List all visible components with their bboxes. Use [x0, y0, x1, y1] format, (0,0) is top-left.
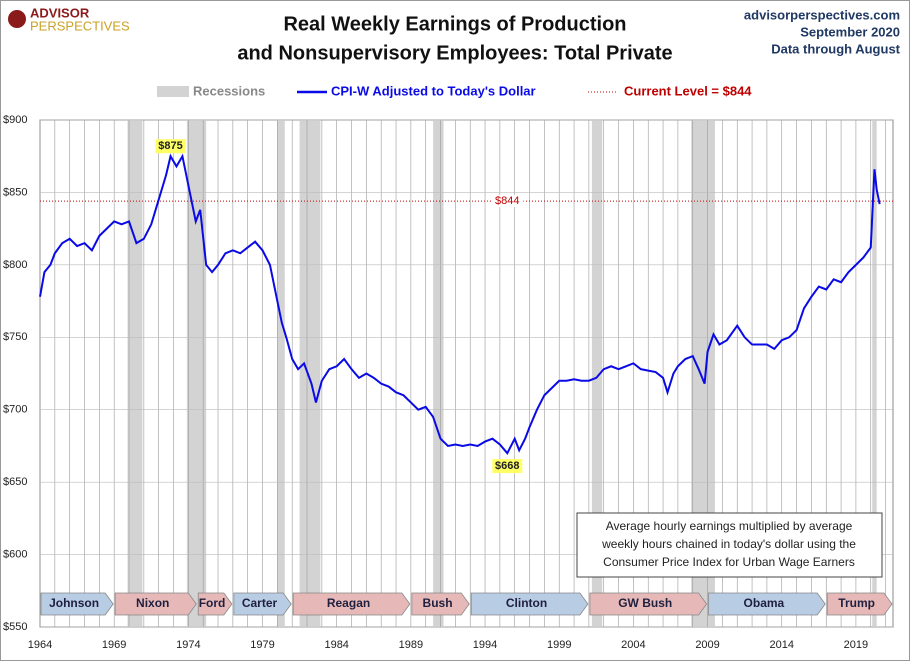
president-bar: [40, 592, 114, 616]
recession-band: [691, 120, 715, 627]
president-label: GW Bush: [618, 596, 672, 610]
site: advisorperspectives.com: [744, 7, 900, 22]
chart-title: and Nonsupervisory Employees: Total Priv…: [237, 42, 672, 64]
x-tick-label: 1969: [102, 639, 126, 651]
president-bar: [826, 592, 893, 616]
x-tick-label: 1989: [399, 639, 423, 651]
recession-band: [127, 120, 143, 627]
president-label: Reagan: [327, 596, 370, 610]
x-tick-label: 1964: [28, 639, 52, 651]
recession-band: [186, 120, 207, 627]
y-tick-label: $800: [3, 259, 27, 271]
x-tick-label: 2014: [769, 639, 793, 651]
x-tick-label: 2009: [695, 639, 719, 651]
legend-label: Recessions: [193, 83, 265, 98]
recession-band: [299, 120, 321, 627]
president-bar: [114, 592, 197, 616]
recession-band: [433, 120, 444, 627]
note-text: weekly hours chained in today's dollar u…: [601, 537, 856, 551]
president-bar: [708, 592, 826, 616]
date: September 2020: [800, 24, 900, 39]
president-bar: [411, 592, 470, 616]
y-tick-label: $750: [3, 331, 27, 343]
y-tick-label: $650: [3, 476, 27, 488]
x-tick-label: 1984: [324, 639, 348, 651]
president-bar: [470, 592, 589, 616]
label-bg: [491, 195, 524, 208]
note-box: [576, 512, 883, 578]
x-tick-label: 1994: [473, 639, 497, 651]
note-text: Average hourly earnings multiplied by av…: [606, 519, 853, 533]
x-tick-label: 1974: [176, 639, 200, 651]
president-label: Nixon: [136, 596, 169, 610]
president-label: Carter: [242, 596, 278, 610]
legend-swatch: [157, 86, 189, 97]
y-tick-label: $900: [3, 114, 27, 126]
x-tick-label: 2019: [844, 639, 868, 651]
y-tick-label: $700: [3, 404, 27, 416]
president-bar: [292, 592, 411, 616]
president-label: Bush: [423, 596, 453, 610]
current-level-label: $844: [495, 195, 519, 207]
president-label: Ford: [199, 596, 226, 610]
x-tick-label: 1999: [547, 639, 571, 651]
president-label: Trump: [838, 596, 875, 610]
y-tick-label: $550: [3, 621, 27, 633]
annotation: $875: [158, 140, 182, 152]
annotation-bg: [492, 459, 523, 474]
through: Data through August: [771, 41, 900, 56]
president-bar: [197, 592, 233, 616]
x-tick-label: 1979: [250, 639, 274, 651]
recession-band: [591, 120, 603, 627]
recession-band: [872, 120, 877, 627]
president-label: Clinton: [506, 596, 547, 610]
president-bar: [233, 592, 292, 616]
legend-label: Current Level = $844: [624, 83, 752, 98]
y-tick-label: $850: [3, 186, 27, 198]
president-label: Johnson: [49, 596, 99, 610]
president-label: Obama: [744, 596, 785, 610]
annotation-bg: [155, 139, 186, 154]
legend-label: CPI-W Adjusted to Today's Dollar: [331, 83, 536, 98]
x-tick-label: 2004: [621, 639, 645, 651]
y-tick-label: $600: [3, 548, 27, 560]
logo-icon: [8, 10, 26, 28]
note-text: Consumer Price Index for Urban Wage Earn…: [603, 555, 855, 569]
recession-band: [277, 120, 285, 627]
president-bar: [589, 592, 708, 616]
logo-top: ADVISOR: [30, 5, 90, 20]
logo-bottom: PERSPECTIVES: [30, 18, 130, 33]
chart-title: Real Weekly Earnings of Production: [283, 13, 626, 35]
data-line: [39, 153, 881, 455]
annotation: $668: [495, 460, 519, 472]
